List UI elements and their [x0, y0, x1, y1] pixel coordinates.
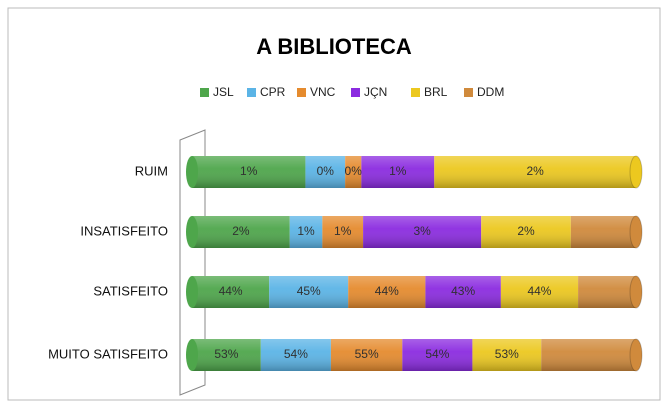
bar-cap [629, 155, 643, 189]
data-label: 44% [527, 284, 551, 298]
data-label: 53% [495, 347, 519, 361]
legend-label: BRL [424, 85, 448, 99]
category-label: INSATISFEITO [80, 223, 168, 238]
legend-label: JÇN [364, 85, 387, 99]
bar-start [186, 156, 198, 188]
chart-border [7, 7, 661, 401]
bar-start [186, 339, 198, 371]
bar-cap [629, 275, 643, 309]
data-label: 55% [355, 347, 379, 361]
legend-swatch [464, 88, 473, 97]
legend-label: DDM [477, 85, 504, 99]
category-label: SATISFEITO [93, 283, 168, 298]
category-label: RUIM [135, 163, 168, 178]
bar-segment [578, 276, 636, 308]
legend-swatch [297, 88, 306, 97]
data-label: 43% [451, 284, 475, 298]
legend-swatch [351, 88, 360, 97]
data-label: 54% [425, 347, 449, 361]
legend-swatch [411, 88, 420, 97]
data-label: 54% [284, 347, 308, 361]
data-label: 1% [389, 164, 407, 178]
bar-cap [629, 215, 643, 249]
bar-start [186, 216, 198, 248]
bar-start [186, 276, 198, 308]
data-label: 45% [297, 284, 321, 298]
data-label: 44% [375, 284, 399, 298]
data-label: 44% [219, 284, 243, 298]
bar-segment [541, 339, 636, 371]
axis-wall [179, 129, 206, 396]
data-label: 3% [413, 224, 431, 238]
category-label: MUITO SATISFEITO [48, 346, 168, 361]
legend-swatch [247, 88, 256, 97]
data-label: 53% [214, 347, 238, 361]
bar-segment [570, 216, 636, 248]
legend-label: VNC [310, 85, 336, 99]
data-label: 1% [334, 224, 352, 238]
legend-label: JSL [213, 85, 234, 99]
bar-cap [629, 338, 643, 372]
chart-title: A BIBLIOTECA [256, 34, 412, 59]
data-label: 2% [526, 164, 544, 178]
data-label: 0% [345, 164, 363, 178]
data-label: 1% [297, 224, 315, 238]
data-label: 0% [317, 164, 335, 178]
legend-label: CPR [260, 85, 286, 99]
data-label: 2% [232, 224, 250, 238]
legend-swatch [200, 88, 209, 97]
data-label: 1% [240, 164, 258, 178]
data-label: 2% [517, 224, 535, 238]
